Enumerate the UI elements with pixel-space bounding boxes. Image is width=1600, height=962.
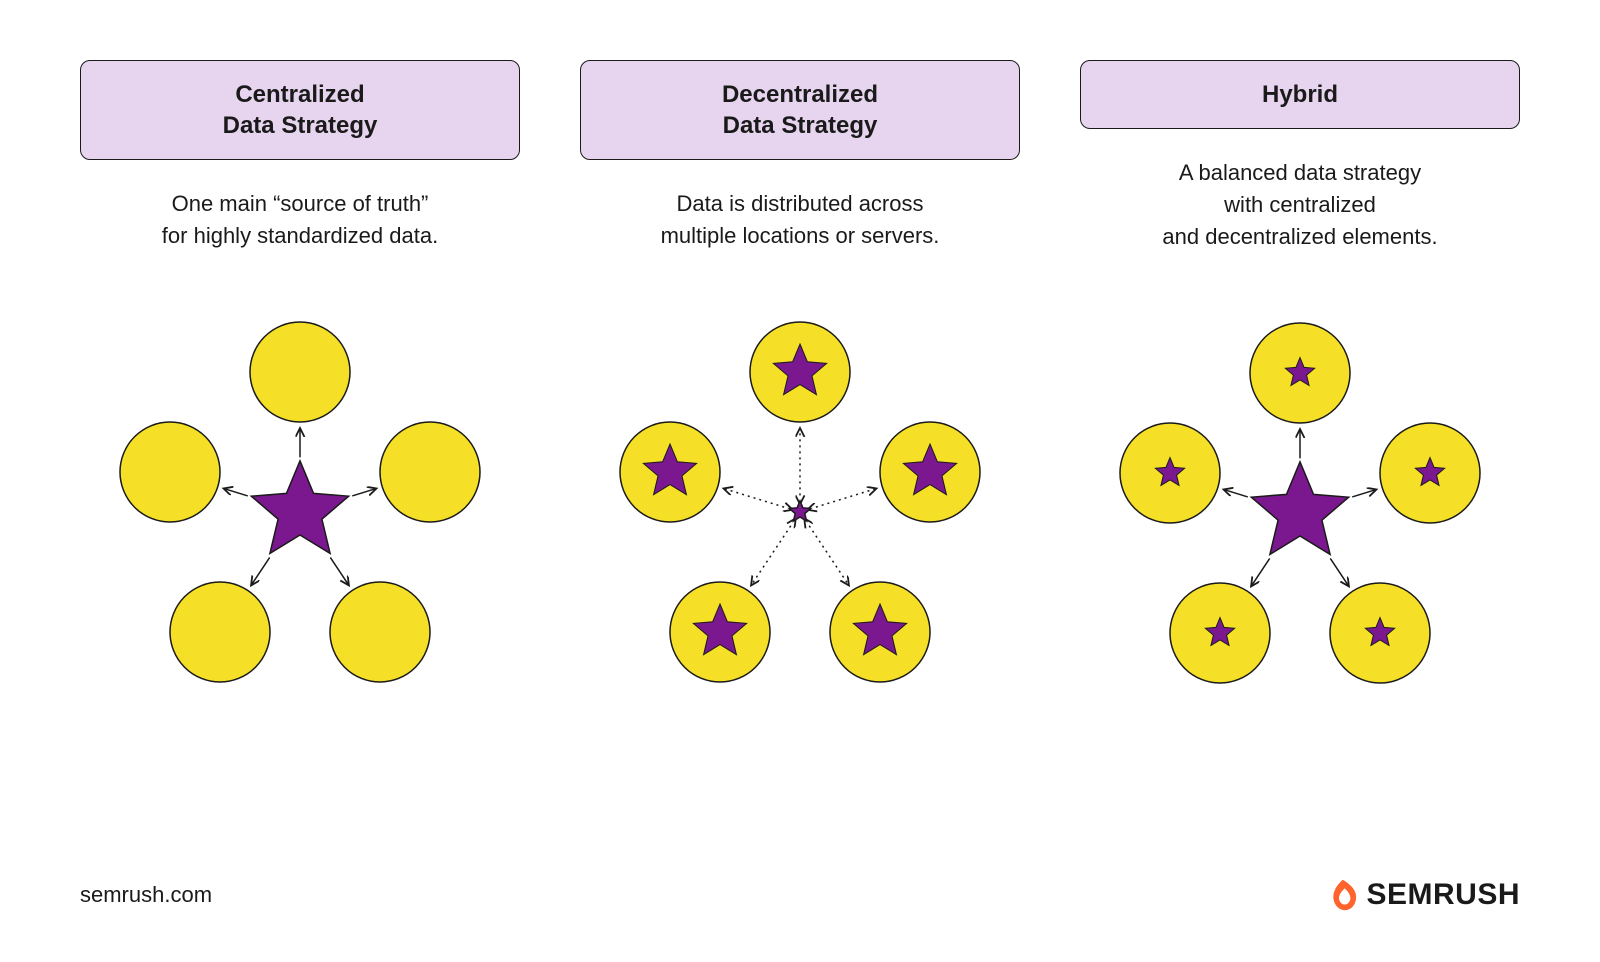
outer-node <box>330 582 430 682</box>
outer-node <box>1120 423 1220 523</box>
description: One main “source of truth” for highly st… <box>162 188 438 252</box>
title-box: Decentralized Data Strategy <box>580 60 1020 160</box>
outer-node <box>1380 423 1480 523</box>
outer-node <box>250 322 350 422</box>
title-box: Centralized Data Strategy <box>80 60 520 160</box>
connector-arrow <box>1224 489 1248 496</box>
outer-node <box>170 582 270 682</box>
diagram-hybrid <box>1080 303 1520 703</box>
footer-domain: semrush.com <box>80 882 212 908</box>
center-star <box>251 461 348 554</box>
connector-arrow <box>1251 558 1270 586</box>
description: Data is distributed across multiple loca… <box>661 188 940 252</box>
diagram-centralized <box>80 302 520 702</box>
outer-node <box>880 422 980 522</box>
center-star <box>789 501 810 521</box>
columns-row: Centralized Data Strategy One main “sour… <box>0 0 1600 703</box>
brand-name: SEMRUSH <box>1366 878 1520 912</box>
outer-node <box>750 322 850 422</box>
flame-icon <box>1320 876 1358 914</box>
connector-arrow <box>251 558 270 586</box>
column-decentralized: Decentralized Data Strategy Data is dist… <box>580 60 1020 703</box>
connector-arrow <box>751 526 791 586</box>
column-centralized: Centralized Data Strategy One main “sour… <box>80 60 520 703</box>
diagram-decentralized <box>580 302 1020 702</box>
description: A balanced data strategy with centralize… <box>1162 157 1437 253</box>
connector-arrow <box>1352 489 1376 496</box>
outer-node <box>1330 583 1430 683</box>
brand-logo: SEMRUSH <box>1320 876 1520 914</box>
footer: semrush.com SEMRUSH <box>80 876 1520 914</box>
outer-node <box>670 582 770 682</box>
connector-arrow <box>1330 558 1349 586</box>
outer-node <box>120 422 220 522</box>
connector-arrow <box>724 489 785 508</box>
connector-arrow <box>809 526 849 586</box>
connector-arrow <box>352 489 376 496</box>
outer-node <box>620 422 720 522</box>
connector-arrow <box>816 489 877 508</box>
outer-node <box>1250 323 1350 423</box>
outer-node <box>830 582 930 682</box>
column-hybrid: Hybrid A balanced data strategy with cen… <box>1080 60 1520 703</box>
title-box: Hybrid <box>1080 60 1520 129</box>
center-star <box>1251 462 1348 555</box>
outer-node <box>1170 583 1270 683</box>
connector-arrow <box>224 489 248 496</box>
outer-node <box>380 422 480 522</box>
connector-arrow <box>330 558 349 586</box>
